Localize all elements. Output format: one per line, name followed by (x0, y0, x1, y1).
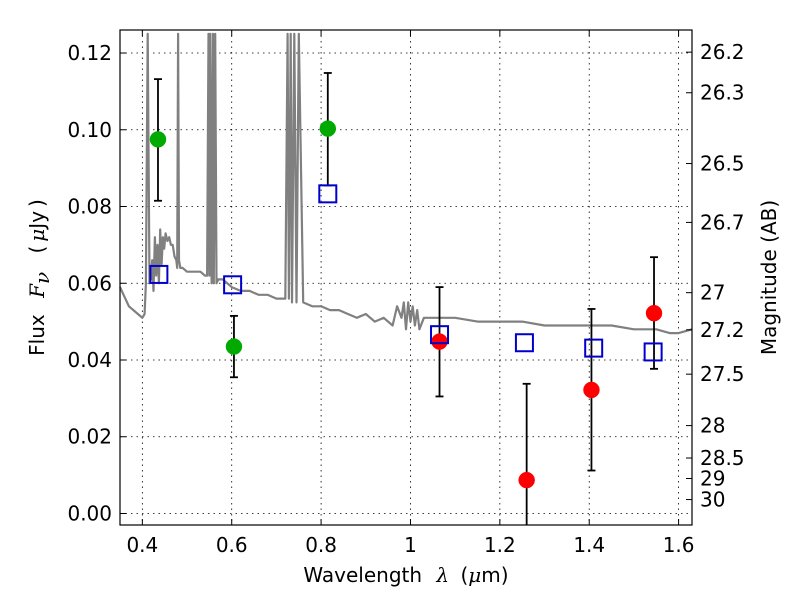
x-tick-label: 1.4 (573, 533, 605, 557)
error-bars (153, 72, 659, 525)
y-tick-label: 0.12 (67, 41, 112, 65)
x-tick-label: 0.6 (216, 533, 248, 557)
y-axis-label: Flux Fν (μJy) (25, 199, 54, 356)
x-tick-label: 0.8 (305, 533, 337, 557)
x-tick-label: 1.2 (484, 533, 516, 557)
model-point (430, 325, 450, 345)
y2-tick-label: 26.3 (700, 81, 745, 105)
y-axis-label-subscript: ν (30, 272, 54, 284)
model-point (223, 275, 243, 295)
model-point (318, 184, 338, 204)
y-axis-unit: Jy (25, 211, 49, 231)
x-axis-unit-prefix: μ (468, 563, 481, 587)
data-point (225, 338, 243, 355)
y2-tick-label: 26.2 (700, 40, 745, 64)
y2-tick-label: 29 (700, 466, 725, 490)
y2-tick-label: 27 (700, 281, 725, 305)
model-point (149, 264, 169, 284)
data-point (645, 304, 663, 322)
model-point (514, 333, 534, 353)
x-axis-label: Wavelength λ (μm) (303, 563, 508, 587)
x-tick-label: 0.4 (126, 533, 158, 557)
x-tick-label: 1 (404, 533, 417, 557)
y2-tick-label: 27.2 (700, 318, 745, 342)
y-axis-unit-prefix: μ (25, 229, 49, 242)
model-point (643, 342, 663, 362)
y2-tick-label: 27.5 (700, 362, 745, 386)
y-axis-label-symbol: F (25, 283, 49, 299)
spectrum-layer (119, 32, 693, 335)
x-axis-unit: m (481, 563, 500, 587)
y-tick-label: 0.00 (67, 501, 112, 525)
x-axis-label-text: Wavelength (303, 563, 422, 587)
data-point (319, 120, 337, 137)
y-tick-label: 0.02 (67, 425, 112, 449)
grid-lines (120, 30, 692, 525)
y2-tick-label: 26.7 (700, 210, 745, 234)
y-tick-label: 0.08 (67, 195, 112, 219)
x-tick-label: 1.6 (663, 533, 695, 557)
y2-tick-label: 28.5 (700, 446, 745, 470)
data-markers (149, 120, 663, 489)
plot-frame (119, 29, 693, 526)
x-axis-label-symbol: λ (435, 563, 449, 587)
spectrum-line (119, 32, 693, 335)
y2-axis-label: Magnitude (AB) (757, 200, 781, 355)
y-tick-label: 0.04 (67, 348, 112, 372)
y-axis-label-text: Flux (25, 314, 49, 356)
data-point (583, 381, 600, 399)
y2-tick-label: 28 (700, 414, 725, 438)
axis-ticks: 0.4 0.6 0.8 1 1.2 1.4 1.6 0.00 0.02 0.04 0.06 0.08 0… (67, 30, 745, 557)
model-point (584, 338, 604, 358)
y-tick-label: 0.06 (67, 271, 112, 295)
data-point (518, 471, 535, 489)
data-point (149, 131, 167, 148)
data-point (431, 333, 448, 350)
y-tick-label: 0.10 (67, 118, 112, 142)
y2-tick-label: 30 (700, 488, 725, 512)
y2-tick-label: 26.5 (700, 152, 745, 176)
